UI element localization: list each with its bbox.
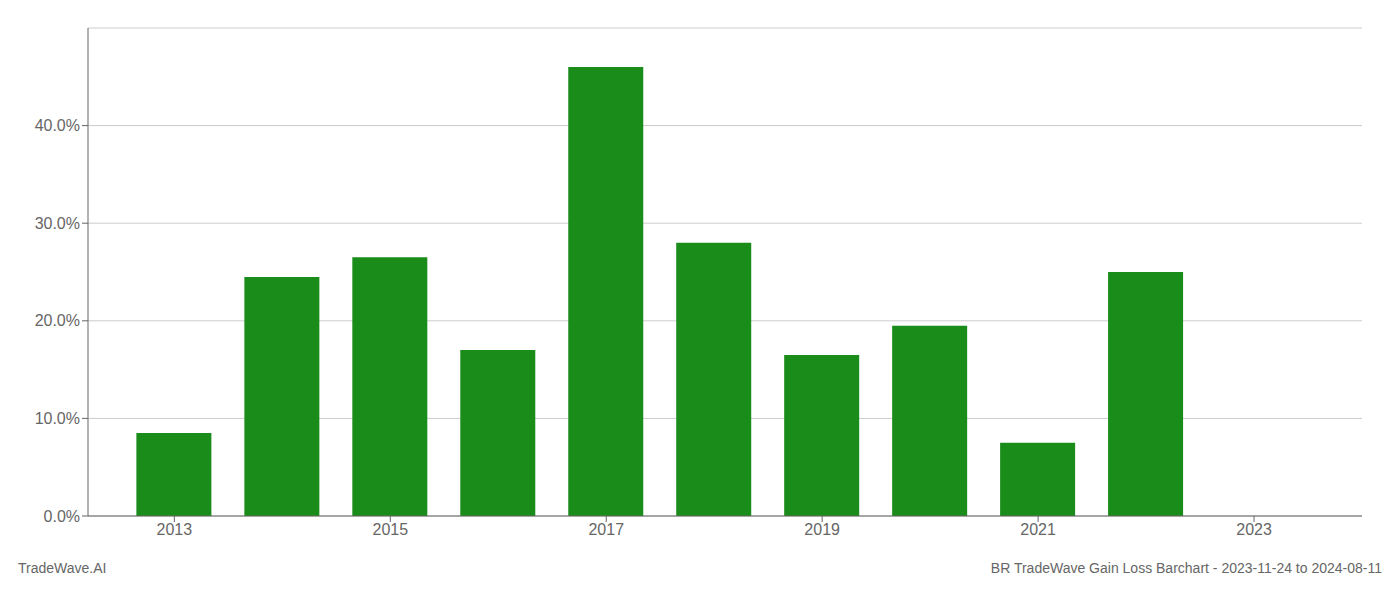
- html-text:BR TradeWave Gain Loss Barchar: BR TradeWave Gain Loss Barchart - 2023-1…: [990, 560, 1382, 576]
- svg-text:0.0%: 0.0%: [44, 508, 80, 525]
- svg-text:20.0%: 20.0%: [35, 312, 80, 329]
- svg-text:10.0%: 10.0%: [35, 410, 80, 427]
- svg-text:40.0%: 40.0%: [35, 117, 80, 134]
- svg-text:2023: 2023: [1236, 521, 1272, 538]
- svg-text:2015: 2015: [373, 521, 409, 538]
- svg-text:2017: 2017: [588, 521, 624, 538]
- svg-text:2019: 2019: [804, 521, 840, 538]
- svg-text:2013: 2013: [157, 521, 193, 538]
- html-text:TradeWave.AI: TradeWave.AI: [18, 560, 107, 576]
- svg-text:2021: 2021: [1020, 521, 1056, 538]
- svg-text:30.0%: 30.0%: [35, 215, 80, 232]
